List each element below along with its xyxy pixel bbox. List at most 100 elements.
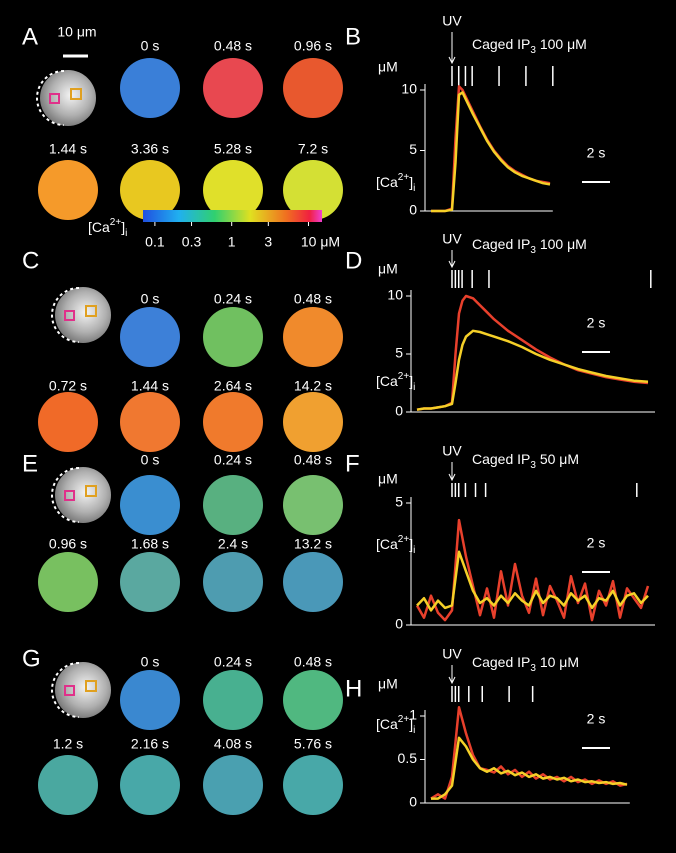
frame-image [283,307,343,367]
frame-time: 0.48 s [214,38,252,54]
roi-red [64,685,75,696]
frame-image [283,552,343,612]
scale-bar-label: 2 s [587,535,606,551]
panel-letter: G [22,645,41,672]
frame-time: 2.16 s [131,736,169,752]
text-part: i [413,382,415,393]
roi-red [49,93,60,104]
scale-bar-label: 2 s [587,145,606,161]
frame-image [283,475,343,535]
frame-image [203,552,263,612]
colorbar-tick-label: 0.1 [145,234,165,250]
frame-time: 0 s [141,291,160,307]
uv-label: UV [442,13,462,29]
panel-letter: C [22,247,39,274]
frame-image [203,392,263,452]
frame-image [38,755,98,815]
y-tick-label: 10 [387,287,403,303]
trace [416,550,649,612]
frame-image [203,160,263,220]
y-tick-label: 0 [395,616,403,632]
cell-outline [51,467,80,523]
colorbar [143,210,322,222]
roi-yellow [70,88,82,100]
scale-bar-label: 2 s [587,711,606,727]
y-axis-label: [Ca2+]i [376,534,415,556]
frame-time: 0.96 s [49,536,87,552]
frame-image [38,160,98,220]
text-part: 100 μM [536,236,587,252]
frame-image [203,755,263,815]
frame-image [120,160,180,220]
text-part: ] [409,716,413,732]
frame-time: 1.44 s [131,378,169,394]
cell-image [55,287,111,343]
panel-letter: A [22,23,38,50]
frame-time: 0 s [141,654,160,670]
roi-red [64,310,75,321]
roi-red [64,490,75,501]
frame-image [203,307,263,367]
cell-outline [51,287,80,343]
panel-letter: E [22,450,38,477]
frame-image [283,670,343,730]
frame-time: 0.48 s [294,452,332,468]
text-part: 3 [530,460,536,471]
frame-time: 0 s [141,38,160,54]
text-part: ] [121,219,125,235]
frame-time: 0.72 s [49,378,87,394]
frame-image [120,307,180,367]
frame-time: 0.48 s [294,291,332,307]
frame-time: 0.96 s [294,38,332,54]
trace [431,91,551,213]
frame-image [283,392,343,452]
frame-image [120,58,180,118]
scale-bar-label: 2 s [587,315,606,331]
text-part: Caged IP [472,236,530,252]
trace [431,85,551,213]
frame-image [120,475,180,535]
frame-image [120,552,180,612]
text-part: 3 [530,663,536,674]
y-tick-label: 10 [401,81,417,97]
y-axis-label: [Ca2+]i [376,172,415,194]
cell-image [55,467,111,523]
text-part: 2+ [398,534,410,545]
text-part: Caged IP [472,654,530,670]
y-tick-label: 0 [409,202,417,218]
caption: Caged IP3 50 μM [472,451,579,471]
frame-time: 7.2 s [298,141,328,157]
frame-time: 1.68 s [131,536,169,552]
text-part: i [413,545,415,556]
frame-time: 0.48 s [294,654,332,670]
roi-yellow [85,680,97,692]
panel-letter: B [345,23,361,50]
frame-time: 13.2 s [294,536,332,552]
frame-time: 2.64 s [214,378,252,394]
frame-time: 14.2 s [294,378,332,394]
colorbar-tick-label: 1 [228,234,236,250]
y-tick-label: 5 [395,494,403,510]
y-axis-label: [Ca2+]i [376,714,415,736]
y-tick-label: 0 [395,403,403,419]
colorbar-tick-label: 3 [264,234,272,250]
text-part: [Ca [88,219,110,235]
frame-image [120,670,180,730]
text-part: 3 [530,45,536,56]
text-part: i [413,725,415,736]
y-tick-label: 1 [409,707,417,723]
unit-label: μM [378,59,398,75]
frame-time: 1.44 s [49,141,87,157]
uv-arrowhead [448,676,456,685]
colorbar-tick-label: 10 μM [301,234,340,250]
y-tick-label: 0 [409,794,417,810]
frame-time: 0 s [141,452,160,468]
frame-time: 0.24 s [214,452,252,468]
uv-arrowhead [448,260,456,269]
uv-arrowhead [448,56,456,65]
unit-label: μM [378,261,398,277]
frame-image [283,58,343,118]
frame-time: 1.2 s [53,736,83,752]
roi-yellow [85,485,97,497]
caption: Caged IP3 100 μM [472,236,587,256]
